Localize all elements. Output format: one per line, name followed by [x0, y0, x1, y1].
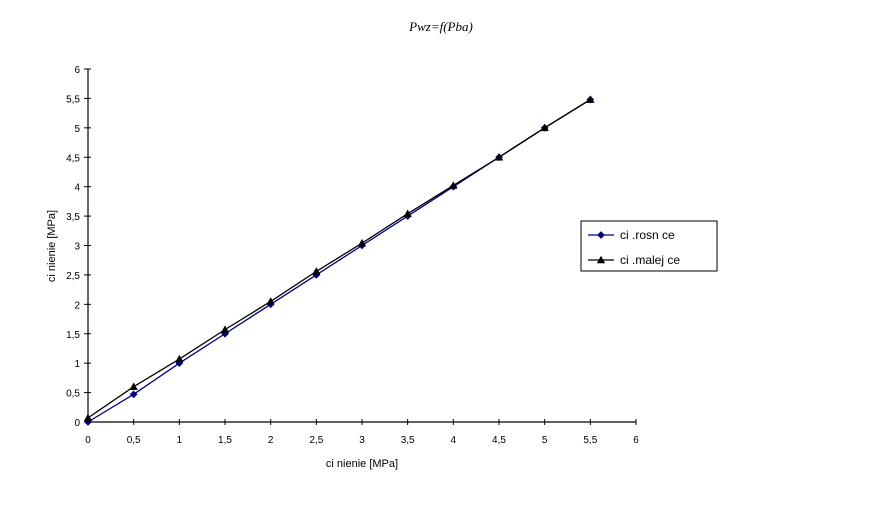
- y-tick-label: 1,5: [66, 330, 80, 341]
- y-tick-label: 4: [74, 183, 80, 194]
- series-1-line: [87, 99, 591, 423]
- x-tick-label: 6: [633, 435, 639, 446]
- series-2-point: [175, 354, 184, 363]
- legend-item-1: ci .rosn ce: [588, 228, 675, 242]
- x-tick-label: 2,5: [309, 435, 323, 446]
- y-tick-label: 3: [74, 242, 80, 253]
- series-2-point: [312, 267, 321, 275]
- y-tick-label: 2: [74, 300, 80, 311]
- y-tick-label: 5: [74, 124, 80, 135]
- series-2-point: [494, 152, 504, 161]
- series-2-point: [266, 297, 275, 305]
- y-axis-label: ci nienie [MPa]: [46, 210, 58, 282]
- chart-title: Pwz=f(Pba): [408, 19, 473, 34]
- series-1-point: [129, 390, 138, 399]
- x-ticks: 0 0,5 1 1,5 2 2,5 3 3,5 4 4,5 5 5,5 6: [85, 419, 639, 446]
- x-tick-label: 2: [268, 435, 274, 446]
- legend-items: ci .rosn ce ci .malej ce: [588, 228, 680, 267]
- legend-marker: [596, 255, 606, 264]
- series-2-point: [540, 123, 549, 132]
- series-2-point: [129, 382, 138, 390]
- x-tick-label: 0,5: [127, 435, 141, 446]
- axes: 0 0,5 1 1,5 2 2,5 3 3,5 4 4,5 5 5,5 6 0 0,5 1 1,5 2 2,5 3 3…: [66, 65, 639, 446]
- x-tick-label: 4,5: [492, 435, 506, 446]
- y-tick-label: 0: [74, 418, 80, 429]
- x-tick-label: 5,5: [583, 435, 597, 446]
- y-tick-label: 1: [74, 359, 80, 370]
- y-tick-label: 6: [74, 65, 80, 76]
- series-2-point: [449, 181, 458, 189]
- y-tick-label: 3,5: [66, 212, 80, 223]
- y-tick-label: 0,5: [66, 389, 80, 400]
- y-tick-label: 4,5: [66, 153, 80, 164]
- legend-marker: [597, 231, 605, 239]
- series-2-point: [586, 95, 595, 103]
- series-2: [83, 95, 595, 422]
- series-2-point: [357, 238, 367, 247]
- legend-label: ci .malej ce: [620, 253, 680, 267]
- series-2-line: [87, 99, 591, 419]
- y-tick-label: 5,5: [66, 94, 80, 105]
- series-2-point: [83, 413, 93, 422]
- x-tick-label: 4: [451, 435, 457, 446]
- x-tick-label: 0: [85, 435, 91, 446]
- series-layer: [83, 95, 595, 426]
- series-2-point: [220, 325, 230, 333]
- x-tick-label: 1,5: [218, 435, 232, 446]
- x-tick-label: 5: [542, 435, 548, 446]
- x-axis-label: ci nienie [MPa]: [326, 458, 398, 470]
- legend-label: ci .rosn ce: [620, 228, 675, 242]
- series-2-point: [403, 209, 412, 218]
- legend: ci .rosn ce ci .malej ce: [580, 220, 718, 272]
- y-tick-label: 2,5: [66, 271, 80, 282]
- x-tick-label: 3,5: [401, 435, 415, 446]
- y-ticks: 0 0,5 1 1,5 2 2,5 3 3,5 4 4,5 5 5,5 6: [66, 65, 91, 429]
- legend-item-2: ci .malej ce: [588, 253, 680, 267]
- x-tick-label: 1: [177, 435, 183, 446]
- x-tick-label: 3: [359, 435, 365, 446]
